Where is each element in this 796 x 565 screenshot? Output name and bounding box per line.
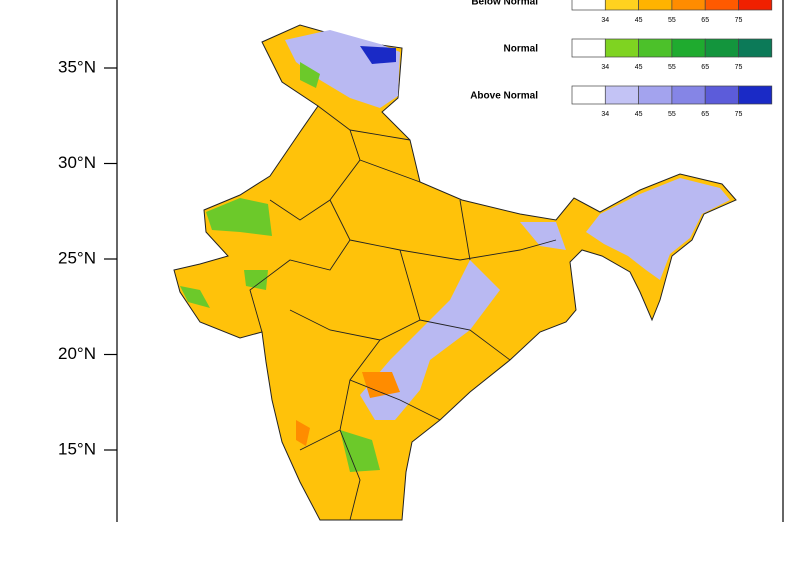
latitude-label: 35°N bbox=[58, 57, 96, 76]
region-normal bbox=[300, 62, 320, 88]
latitude-label: 15°N bbox=[58, 439, 96, 458]
legend-label: Below Normal bbox=[471, 0, 538, 8]
legend-swatch bbox=[738, 38, 773, 58]
legend: Below Normal 34 45 55 65 75 Normal 34 45 55 65 75 Ab… bbox=[470, 0, 773, 118]
legend-swatch bbox=[571, 0, 606, 11]
india-map bbox=[173, 24, 737, 521]
legend-tick: 34 bbox=[601, 17, 609, 24]
latitude-label: 20°N bbox=[58, 344, 96, 363]
legend-swatch bbox=[638, 38, 673, 58]
legend-tick: 45 bbox=[635, 17, 643, 24]
legend-tick: 75 bbox=[735, 111, 743, 118]
legend-tick: 75 bbox=[735, 64, 743, 71]
legend-swatch bbox=[638, 0, 673, 11]
legend-swatch bbox=[704, 85, 739, 105]
region-above-normal bbox=[360, 46, 396, 64]
legend-tick: 45 bbox=[635, 111, 643, 118]
legend-tick: 75 bbox=[735, 17, 743, 24]
legend-swatch bbox=[738, 0, 773, 11]
region-above-normal bbox=[586, 178, 730, 280]
state-borders bbox=[249, 105, 557, 521]
region-normal bbox=[180, 286, 210, 308]
legend-swatch bbox=[704, 0, 739, 11]
legend-tick: 65 bbox=[701, 17, 709, 24]
latitude-label: 25°N bbox=[58, 248, 96, 267]
region-high bbox=[296, 420, 310, 446]
legend-swatch bbox=[604, 85, 639, 105]
region-high bbox=[362, 372, 400, 398]
legend-tick: 55 bbox=[668, 111, 676, 118]
region-normal bbox=[244, 270, 268, 290]
region-above-normal bbox=[520, 222, 566, 250]
legend-label: Above Normal bbox=[470, 91, 538, 102]
legend-swatch bbox=[738, 85, 773, 105]
land-below-normal bbox=[173, 24, 737, 521]
legend-tick: 65 bbox=[701, 64, 709, 71]
legend-swatch bbox=[671, 85, 706, 105]
legend-tick: 55 bbox=[668, 17, 676, 24]
legend-swatch bbox=[604, 0, 639, 11]
legend-swatch bbox=[571, 38, 606, 58]
latitude-axis: 35°N 30°N 25°N 20°N 15°N bbox=[58, 57, 117, 458]
legend-swatch bbox=[604, 38, 639, 58]
legend-swatch bbox=[671, 0, 706, 11]
legend-tick: 55 bbox=[668, 64, 676, 71]
latitude-label: 30°N bbox=[58, 153, 96, 172]
legend-swatch bbox=[671, 38, 706, 58]
legend-tick: 34 bbox=[601, 111, 609, 118]
region-normal bbox=[340, 430, 380, 472]
legend-swatch bbox=[704, 38, 739, 58]
region-normal bbox=[206, 198, 272, 236]
legend-tick: 34 bbox=[601, 64, 609, 71]
legend-label: Normal bbox=[504, 44, 539, 55]
legend-tick: 45 bbox=[635, 64, 643, 71]
legend-swatch bbox=[638, 85, 673, 105]
legend-swatch bbox=[571, 85, 606, 105]
legend-tick: 65 bbox=[701, 111, 709, 118]
